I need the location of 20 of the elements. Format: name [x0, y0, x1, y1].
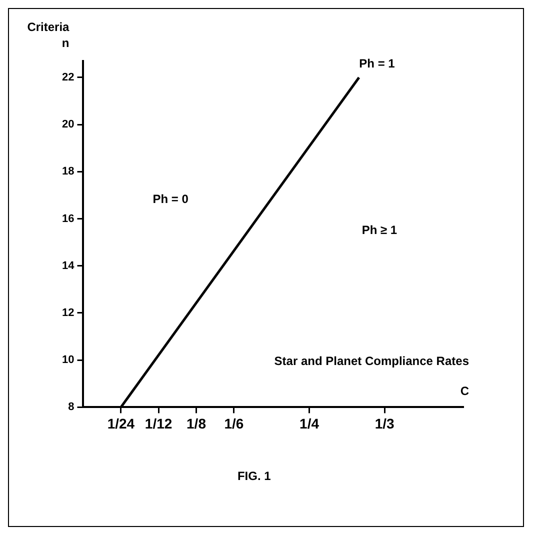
x-tick-label: 1/12	[144, 415, 172, 432]
x-tick-label: 1/3	[374, 415, 395, 432]
x-tick-label: 1/24	[107, 415, 135, 432]
annotation: Ph = 1	[359, 56, 396, 70]
y-tick-label: 18	[62, 166, 74, 178]
annotation: Ph = 0	[152, 192, 189, 206]
y-tick-label: 12	[62, 307, 74, 320]
x-tick-label: 1/8	[186, 415, 206, 432]
x-tick-label: 1/6	[224, 415, 244, 432]
y-tick-label: 8	[68, 401, 74, 414]
y-tick-label: 16	[62, 212, 74, 225]
x-tick-label: 1/4	[300, 415, 320, 432]
y-tick-label: 22	[62, 72, 74, 84]
annotation: Ph ≥ 1	[362, 223, 398, 238]
y-tick-label: 14	[62, 260, 76, 272]
y-tick-label: 10	[62, 354, 74, 366]
y-axis-title: Criteria n	[27, 20, 70, 50]
y-tick-label: 20	[62, 118, 74, 131]
text: Star and Planet Compliance Rates C	[274, 354, 469, 398]
caption: FIG. 1	[237, 468, 272, 483]
